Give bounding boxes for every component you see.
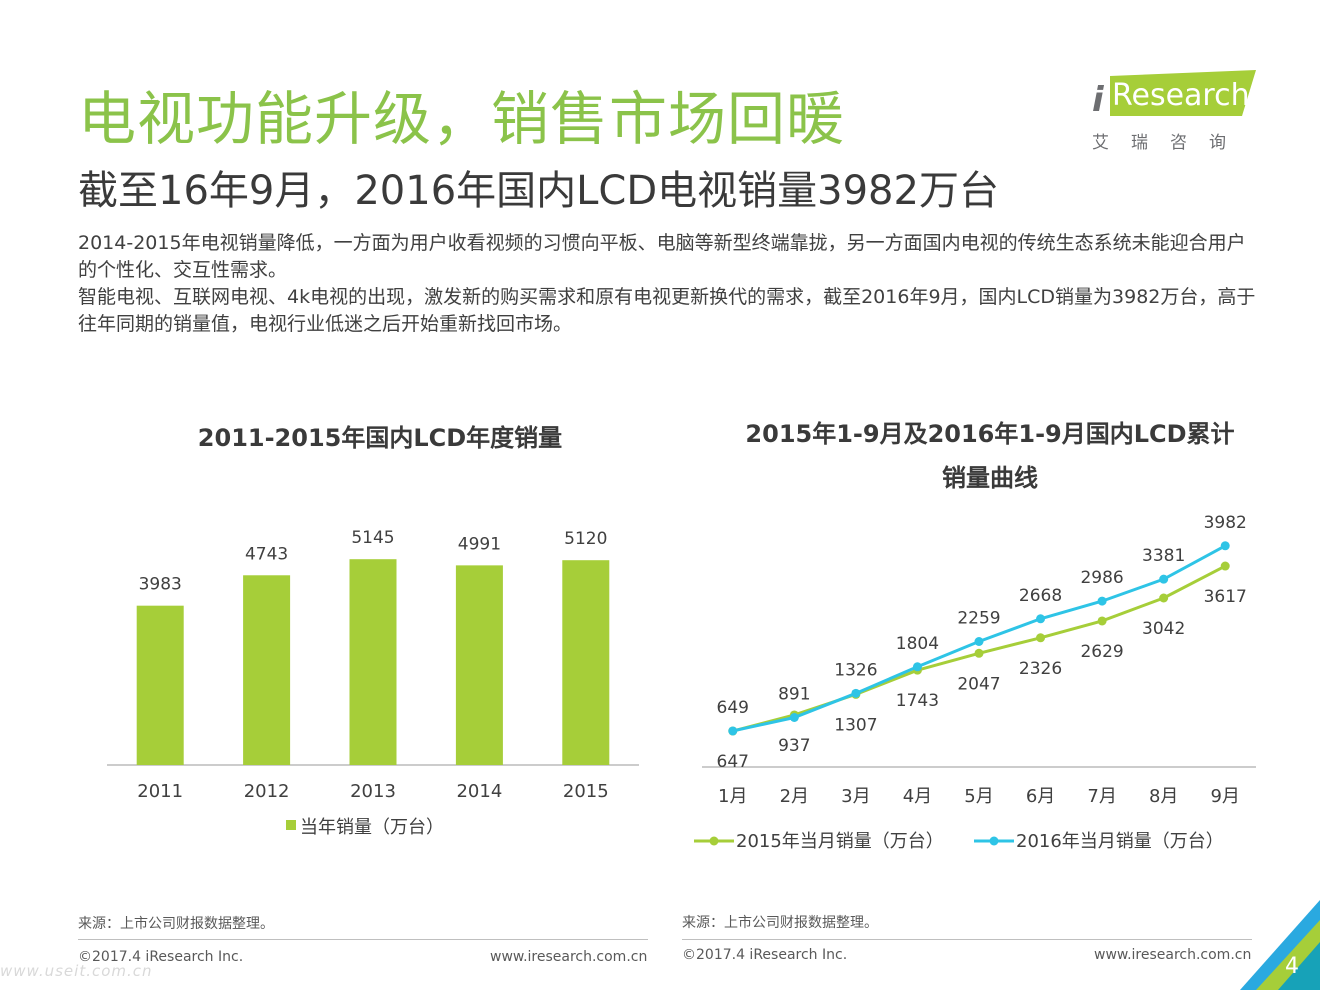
line-x-tick-label: 4月 (903, 786, 932, 807)
source-note-right: 来源：上市公司财报数据整理。 (682, 915, 878, 931)
bar-value-label: 5120 (564, 529, 607, 549)
bar-2015 (562, 560, 610, 765)
intro-text: 2014-2015年电视销量降低，一方面为用户收看视频的习惯向平板、电脑等新型终… (78, 230, 1258, 338)
bar-chart: 3983 2011 4743 2012 5145 2013 4991 2014 5120 2015… (107, 528, 639, 838)
series-2-value-label: 2668 (1019, 586, 1062, 606)
bar-value-label: 5145 (351, 528, 394, 548)
series-line-1 (732, 564, 1226, 733)
line-legend-dot-1 (709, 836, 719, 846)
series-1-value-label: 1307 (834, 715, 877, 735)
bar-x-tick-label: 2015 (563, 781, 609, 802)
series-1-point (974, 648, 984, 658)
series-1-value-label: 2629 (1080, 642, 1123, 662)
line-x-tick-label: 3月 (841, 786, 870, 807)
line-x-tick-label: 5月 (964, 786, 993, 807)
bar-chart-title: 2011-2015年国内LCD年度销量 (197, 424, 563, 452)
line-legend-label-1: 2015年当月销量（万台） (736, 831, 944, 852)
series-2-value-label: 1804 (896, 634, 939, 654)
logo-i: i (1092, 80, 1104, 120)
series-1-value-label: 2326 (1019, 659, 1062, 679)
intro-paragraph-1: 2014-2015年电视销量降低，一方面为用户收看视频的习惯向平板、电脑等新型终… (78, 232, 1246, 281)
copyright-left: ©2017.4 iResearch Inc. (78, 949, 244, 965)
bar-value-label: 3983 (139, 575, 182, 595)
series-2-point (912, 662, 922, 672)
watermark: www.useit.com.cn (0, 962, 153, 980)
line-x-tick-label: 1月 (718, 786, 747, 807)
series-2-value-label: 649 (717, 698, 749, 718)
website-link-left[interactable]: www.iresearch.com.cn (490, 949, 648, 965)
logo-research-text: Research (1112, 78, 1250, 113)
bar-value-label: 4743 (245, 544, 288, 564)
series-1-value-label: 3042 (1142, 619, 1185, 639)
page-subtitle: 截至16年9月，2016年国内LCD电视销量3982万台 (78, 168, 999, 214)
series-1-point (1220, 561, 1230, 571)
line-chart-title-line-2: 销量曲线 (942, 464, 1038, 492)
bar-legend-swatch (286, 820, 296, 830)
series-2-value-label: 891 (778, 685, 810, 705)
bar-x-tick-label: 2013 (350, 781, 396, 802)
page-number: 4 (1285, 954, 1299, 979)
bar-value-label: 4991 (458, 534, 501, 554)
series-2-point (851, 688, 861, 698)
line-legend-dot-2 (989, 836, 999, 846)
series-2-value-label: 2986 (1080, 568, 1123, 588)
series-2-value-label: 1326 (834, 660, 877, 680)
bar-2012 (243, 575, 291, 765)
page-title: 电视功能升级，销售市场回暖 (78, 85, 846, 153)
footer-divider-right (682, 939, 1252, 940)
series-1-value-label: 3617 (1204, 587, 1247, 607)
iresearch-logo: i Research 艾瑞咨询 (1090, 70, 1260, 153)
bar-2014 (455, 565, 503, 765)
series-1-value-label: 937 (778, 736, 810, 756)
line-x-tick-label: 9月 (1210, 786, 1239, 807)
bar-x-tick-label: 2014 (456, 781, 502, 802)
series-1-point (1036, 633, 1046, 643)
series-2-value-label: 3982 (1204, 513, 1247, 533)
footer-divider-left (78, 939, 648, 940)
series-2-value-label: 3381 (1142, 546, 1185, 566)
series-1-value-label: 2047 (957, 674, 1000, 694)
series-2-value-label: 2259 (957, 609, 1000, 629)
line-chart: 1月 2月 3月 4月 5月 6月 7月 8月 9月 649 891 1326 1804 2259 2668… (694, 513, 1256, 852)
bar-2011 (136, 605, 184, 765)
bar-2013 (349, 559, 397, 765)
series-2-point (974, 637, 984, 646)
line-chart-title: 2015年1-9月及2016年1-9月国内LCD累计 销量曲线 (690, 412, 1290, 500)
series-2-point (1159, 574, 1169, 584)
series-1-value-label: 647 (717, 752, 749, 772)
series-1-point (1097, 616, 1107, 626)
series-2-point (789, 713, 799, 722)
series-1-point (1159, 593, 1169, 603)
line-chart-title-line-1: 2015年1-9月及2016年1-9月国内LCD累计 (745, 420, 1235, 448)
line-x-tick-label: 7月 (1087, 786, 1116, 807)
bar-legend-label: 当年销量（万台） (300, 817, 444, 838)
series-1-value-label: 1743 (896, 691, 939, 711)
intro-paragraph-2: 智能电视、互联网电视、4k电视的出现，激发新的购买需求和原有电视更新换代的需求，… (78, 286, 1256, 335)
bar-x-tick-label: 2012 (244, 781, 290, 802)
series-2-point (1036, 614, 1046, 624)
series-2-point (1220, 541, 1230, 551)
line-legend-label-2: 2016年当月销量（万台） (1016, 831, 1224, 852)
bar-x-tick-label: 2011 (137, 781, 183, 802)
line-x-tick-label: 6月 (1026, 786, 1055, 807)
line-x-tick-label: 8月 (1149, 786, 1178, 807)
corner-decoration (1240, 900, 1320, 990)
line-x-tick-label: 2月 (780, 786, 809, 807)
source-note-left: 来源：上市公司财报数据整理。 (78, 916, 274, 932)
copyright-right: ©2017.4 iResearch Inc. (682, 947, 848, 963)
website-link-right[interactable]: www.iresearch.com.cn (1094, 947, 1252, 963)
logo-chinese-name: 艾瑞咨询 (1092, 133, 1248, 153)
logo-background (1110, 70, 1256, 116)
series-2-point (728, 726, 738, 736)
series-2-point (1097, 596, 1107, 606)
